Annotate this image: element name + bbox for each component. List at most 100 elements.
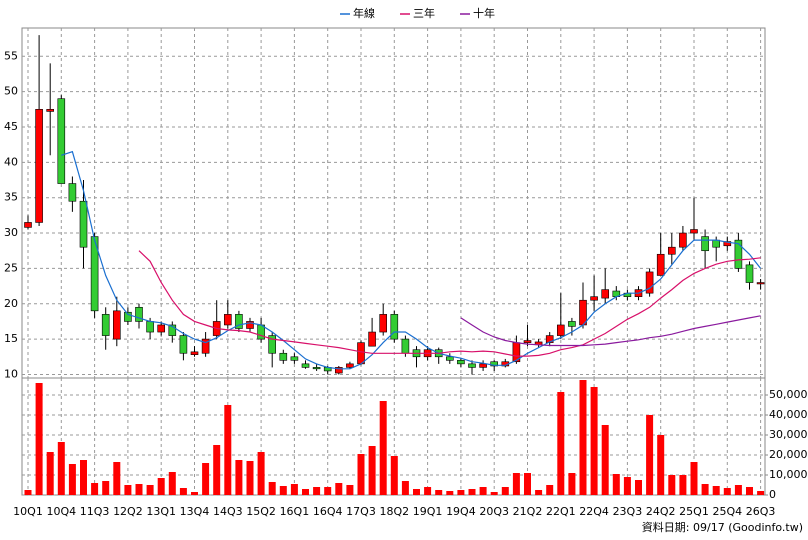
candle-body (57, 98, 66, 184)
y-tick-label: 35 (4, 191, 18, 204)
volume-bar (146, 485, 154, 495)
candle-body (579, 299, 587, 326)
volume-bar (579, 380, 587, 495)
volume-bar (368, 446, 376, 495)
candle-body (457, 360, 465, 365)
volume-bar (479, 487, 487, 495)
volume-bar (446, 491, 454, 495)
volume-bar (191, 492, 198, 495)
x-tick-label: 22Q4 (579, 505, 609, 518)
candle-body (135, 306, 143, 322)
volume-bar (746, 487, 753, 495)
x-tick-label: 10Q4 (46, 505, 76, 518)
y2-tick-label: 20,000 (769, 448, 808, 461)
volume-bar (757, 491, 765, 495)
candle-body (90, 236, 99, 312)
volume-bar (690, 462, 698, 495)
candle-body (224, 314, 232, 326)
x-tick-label: 26Q3 (746, 505, 776, 518)
volume-bar (401, 481, 409, 495)
x-tick-label: 20Q3 (479, 505, 509, 518)
volume-bar (501, 487, 509, 495)
volume-bar (612, 474, 620, 495)
y-tick-label: 20 (4, 297, 18, 310)
volume-bar (546, 485, 554, 495)
candle-body (190, 351, 199, 355)
volume-bar (490, 492, 498, 495)
volume-bar (712, 486, 720, 495)
candle-body (157, 324, 165, 333)
volume-bar (723, 488, 731, 495)
x-tick-label: 19Q1 (413, 505, 443, 518)
candle-body (390, 314, 399, 340)
y-tick-label: 55 (4, 49, 18, 62)
candle-body (46, 109, 55, 112)
candle-body (656, 253, 665, 276)
candle-body (146, 321, 154, 333)
volume-bar (413, 489, 420, 495)
x-tick-label: 14Q3 (213, 505, 243, 518)
candle-body (201, 338, 210, 354)
volume-bar (224, 405, 232, 495)
candle-body (690, 229, 698, 234)
volume-bar (679, 475, 687, 495)
candle-body (401, 338, 410, 354)
candle-body (468, 363, 476, 368)
y-tick-label: 15 (4, 332, 18, 345)
volume-bar (124, 485, 132, 495)
x-tick-label: 22Q1 (546, 505, 576, 518)
legend-label: 三年 (413, 6, 435, 20)
volume-bar (335, 483, 343, 495)
candle-body (79, 200, 88, 248)
volume-bar (357, 454, 365, 495)
y-tick-label: 30 (4, 226, 18, 239)
candle-body (235, 314, 243, 329)
candle-body (712, 239, 721, 248)
volume-bar (257, 452, 265, 495)
candle-body (168, 324, 177, 336)
volume-bar (302, 489, 309, 495)
volume-bar (168, 472, 176, 495)
ma-line (138, 250, 761, 357)
candle-body (479, 363, 487, 368)
y2-tick-label: 30,000 (769, 428, 808, 441)
volume-bar (568, 473, 576, 495)
volume-bar (113, 462, 121, 495)
y-tick-label: 25 (4, 261, 18, 274)
volume-bar (390, 456, 398, 495)
x-tick-label: 25Q4 (712, 505, 742, 518)
x-tick-label: 25Q1 (679, 505, 709, 518)
volume-bar (68, 464, 76, 495)
volume-bar (279, 486, 287, 495)
candle-body (523, 340, 532, 343)
candle-body (601, 289, 610, 299)
candle-body (113, 310, 121, 340)
candle-body (590, 296, 598, 301)
volume-bar (246, 461, 254, 495)
volume-bar (324, 487, 332, 495)
volume-bar (557, 392, 565, 495)
x-tick-label: 24Q2 (646, 505, 676, 518)
volume-bar (57, 442, 65, 495)
volume-bar (102, 481, 110, 495)
volume-bar (24, 490, 32, 495)
x-tick-label: 19Q4 (446, 505, 476, 518)
x-tick-label: 16Q1 (280, 505, 310, 518)
candle-body (68, 183, 77, 202)
candle-body (723, 241, 732, 247)
x-tick-label: 13Q1 (146, 505, 176, 518)
candle-body (312, 367, 321, 370)
volume-bar (213, 445, 221, 495)
volume-bar (46, 452, 54, 495)
candle-body (734, 239, 743, 269)
x-tick-label: 12Q2 (113, 505, 143, 518)
y2-tick-label: 10,000 (769, 468, 808, 481)
volume-bar (179, 488, 187, 495)
candle-body (679, 232, 687, 248)
volume-bar (379, 401, 387, 495)
volume-bar (91, 483, 99, 495)
legend-label: 十年 (473, 6, 495, 20)
volume-bar (590, 387, 598, 495)
volume-bar (623, 477, 631, 495)
x-tick-label: 16Q4 (313, 505, 343, 518)
